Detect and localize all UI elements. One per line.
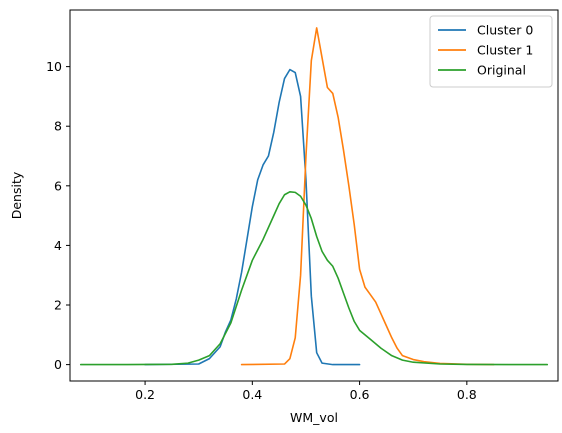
legend-label-2: Original <box>477 63 526 78</box>
x-tick-label-3: 0.8 <box>457 387 477 402</box>
y-tick-label-2: 4 <box>54 238 62 253</box>
y-tick-label-3: 6 <box>54 178 62 193</box>
x-tick-label-2: 0.6 <box>350 387 370 402</box>
series-line-2 <box>79 190 549 366</box>
x-axis: 0.2 0.4 0.6 0.8 <box>135 381 477 402</box>
y-tick-label-4: 8 <box>54 119 62 134</box>
series-line-0 <box>144 68 361 366</box>
legend-label-1: Cluster 1 <box>477 43 533 58</box>
y-tick-label-1: 2 <box>54 298 62 313</box>
y-axis-title: Density <box>9 171 24 219</box>
y-tick-label-0: 0 <box>54 357 62 372</box>
series-line-1 <box>240 27 495 366</box>
y-axis: 0 2 4 6 8 10 <box>46 59 70 372</box>
legend: Cluster 0 Cluster 1 Original <box>429 15 553 88</box>
legend-label-0: Cluster 0 <box>477 23 533 38</box>
plot-frame <box>69 9 559 382</box>
x-tick-label-0: 0.2 <box>135 387 155 402</box>
plot-lines <box>79 27 549 366</box>
x-axis-title: WM_vol <box>290 410 338 425</box>
y-tick-label-5: 10 <box>46 59 62 74</box>
x-tick-label-1: 0.4 <box>242 387 262 402</box>
